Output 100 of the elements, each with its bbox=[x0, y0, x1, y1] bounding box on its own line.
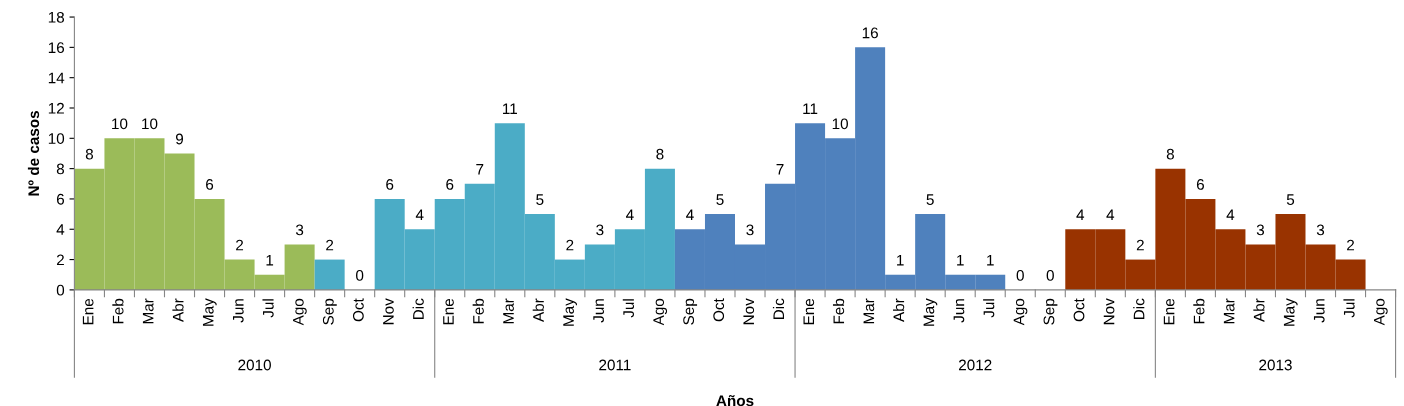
data-label: 4 bbox=[626, 209, 634, 221]
data-label: 6 bbox=[1196, 179, 1204, 190]
data-label: 1 bbox=[897, 254, 904, 266]
x-tick-label: Nov bbox=[383, 298, 394, 325]
data-label: 11 bbox=[803, 103, 818, 114]
data-label: 1 bbox=[266, 254, 274, 266]
data-label: 5 bbox=[536, 194, 544, 206]
data-label: 11 bbox=[503, 103, 517, 114]
x-tick-label: Jun bbox=[953, 299, 965, 323]
data-label: 1 bbox=[987, 254, 994, 266]
x-tick-label: Ago bbox=[1013, 298, 1028, 326]
x-tick-label: Mar bbox=[863, 298, 875, 324]
x-tick-label: Feb bbox=[1193, 298, 1205, 324]
data-label: 3 bbox=[746, 224, 754, 236]
data-label: 5 bbox=[1286, 194, 1295, 206]
data-label: 0 bbox=[1016, 269, 1024, 281]
data-label: 3 bbox=[596, 224, 604, 236]
data-label: 6 bbox=[446, 179, 454, 190]
data-label: 6 bbox=[386, 179, 394, 190]
data-label: 3 bbox=[295, 224, 304, 236]
x-tick-label: Mar bbox=[1223, 298, 1235, 324]
x-tick-label: Jul bbox=[983, 299, 995, 318]
data-label: 10 bbox=[832, 118, 848, 130]
x-tick-label: May bbox=[923, 298, 938, 326]
y-tick-label: 6 bbox=[56, 193, 65, 205]
text: 2012 bbox=[958, 359, 992, 371]
y-tick-label: 10 bbox=[48, 133, 65, 144]
x-tick-label: Jun bbox=[593, 299, 604, 323]
data-label: 0 bbox=[356, 269, 364, 281]
data-label: 5 bbox=[716, 194, 724, 206]
data-label: 7 bbox=[476, 164, 484, 175]
data-label: 1 bbox=[957, 254, 964, 266]
bar bbox=[314, 259, 345, 290]
x-tick-label: Dic bbox=[1133, 298, 1145, 320]
data-label: 6 bbox=[206, 179, 214, 190]
data-label: 0 bbox=[1046, 269, 1054, 281]
x-tick-label: Jul bbox=[622, 299, 634, 318]
x-tick-label: Abr bbox=[893, 298, 905, 322]
data-label: 2 bbox=[326, 239, 334, 251]
x-tick-label: Sep bbox=[683, 298, 698, 325]
x-tick-label: Ene bbox=[82, 298, 94, 325]
x-tick-label: Ene bbox=[803, 298, 815, 325]
x-tick-label: May bbox=[1283, 298, 1298, 326]
y-axis-title: Nº de casos bbox=[27, 110, 40, 196]
data-label: 4 bbox=[1226, 209, 1235, 221]
x-tick-label: Sep bbox=[322, 298, 337, 325]
x-tick-label: Oct bbox=[1073, 298, 1085, 322]
data-label: 7 bbox=[776, 164, 784, 175]
data-label: 10 bbox=[142, 118, 158, 130]
x-tick-label: Ene bbox=[1163, 298, 1175, 325]
x-tick-label: Jun bbox=[233, 299, 244, 323]
data-label: 9 bbox=[175, 133, 184, 145]
x-tick-label: Jun bbox=[1313, 299, 1325, 323]
x-tick-label: Dic bbox=[412, 298, 424, 320]
data-label: 2 bbox=[1347, 239, 1355, 251]
y-tick-label: 18 bbox=[48, 11, 65, 23]
data-label: 8 bbox=[85, 148, 94, 160]
x-tick-label: Nov bbox=[743, 298, 755, 325]
data-label: 3 bbox=[1316, 224, 1325, 236]
data-label: 8 bbox=[656, 148, 664, 160]
data-label: 10 bbox=[112, 118, 128, 130]
data-label: 2 bbox=[1136, 239, 1144, 251]
x-tick-label: Abr bbox=[532, 298, 544, 322]
x-tick-label: Ago bbox=[1374, 298, 1388, 326]
y-tick-label: 12 bbox=[48, 102, 64, 114]
x-tick-label: Feb bbox=[832, 298, 845, 324]
data-label: 4 bbox=[415, 209, 424, 221]
y-tick-label: 0 bbox=[56, 284, 65, 296]
x-tick-label: Nov bbox=[1103, 298, 1115, 325]
data-label: 4 bbox=[686, 209, 694, 221]
x-tick-label: Abr bbox=[172, 298, 184, 322]
data-label: 8 bbox=[1166, 148, 1174, 160]
text: 2013 bbox=[1259, 359, 1292, 371]
x-tick-label: May bbox=[202, 298, 217, 326]
y-tick-label: 4 bbox=[56, 224, 65, 235]
x-tick-label: Ago bbox=[293, 298, 307, 326]
data-label: 2 bbox=[566, 239, 574, 251]
x-tick-label: Mar bbox=[142, 298, 154, 324]
x-tick-label: Sep bbox=[1043, 298, 1058, 325]
data-label: 5 bbox=[926, 194, 934, 206]
y-tick-label: 16 bbox=[48, 42, 65, 54]
y-tick-label: 14 bbox=[48, 72, 65, 84]
data-label: 16 bbox=[862, 27, 878, 39]
x-tick-label: Abr bbox=[1253, 298, 1265, 322]
x-tick-label: Ago bbox=[653, 298, 668, 326]
x-tick-label: Dic bbox=[772, 298, 785, 320]
x-tick-label: Jul bbox=[262, 299, 274, 318]
y-tick-label: 2 bbox=[56, 254, 64, 266]
x-tick-label: Jul bbox=[1343, 299, 1355, 318]
data-label: 3 bbox=[1256, 224, 1265, 236]
x-tick-label: May bbox=[563, 298, 577, 326]
x-tick-label: Feb bbox=[112, 298, 124, 324]
x-tick-label: Ene bbox=[443, 298, 454, 325]
data-label: 4 bbox=[1076, 209, 1085, 221]
text: 2010 bbox=[238, 359, 271, 371]
x-tick-label: Oct bbox=[352, 298, 364, 322]
x-axis-title: Años bbox=[716, 394, 754, 406]
y-tick-label: 8 bbox=[56, 163, 65, 175]
x-tick-label: Oct bbox=[713, 298, 725, 322]
x-tick-label: Feb bbox=[472, 298, 484, 324]
